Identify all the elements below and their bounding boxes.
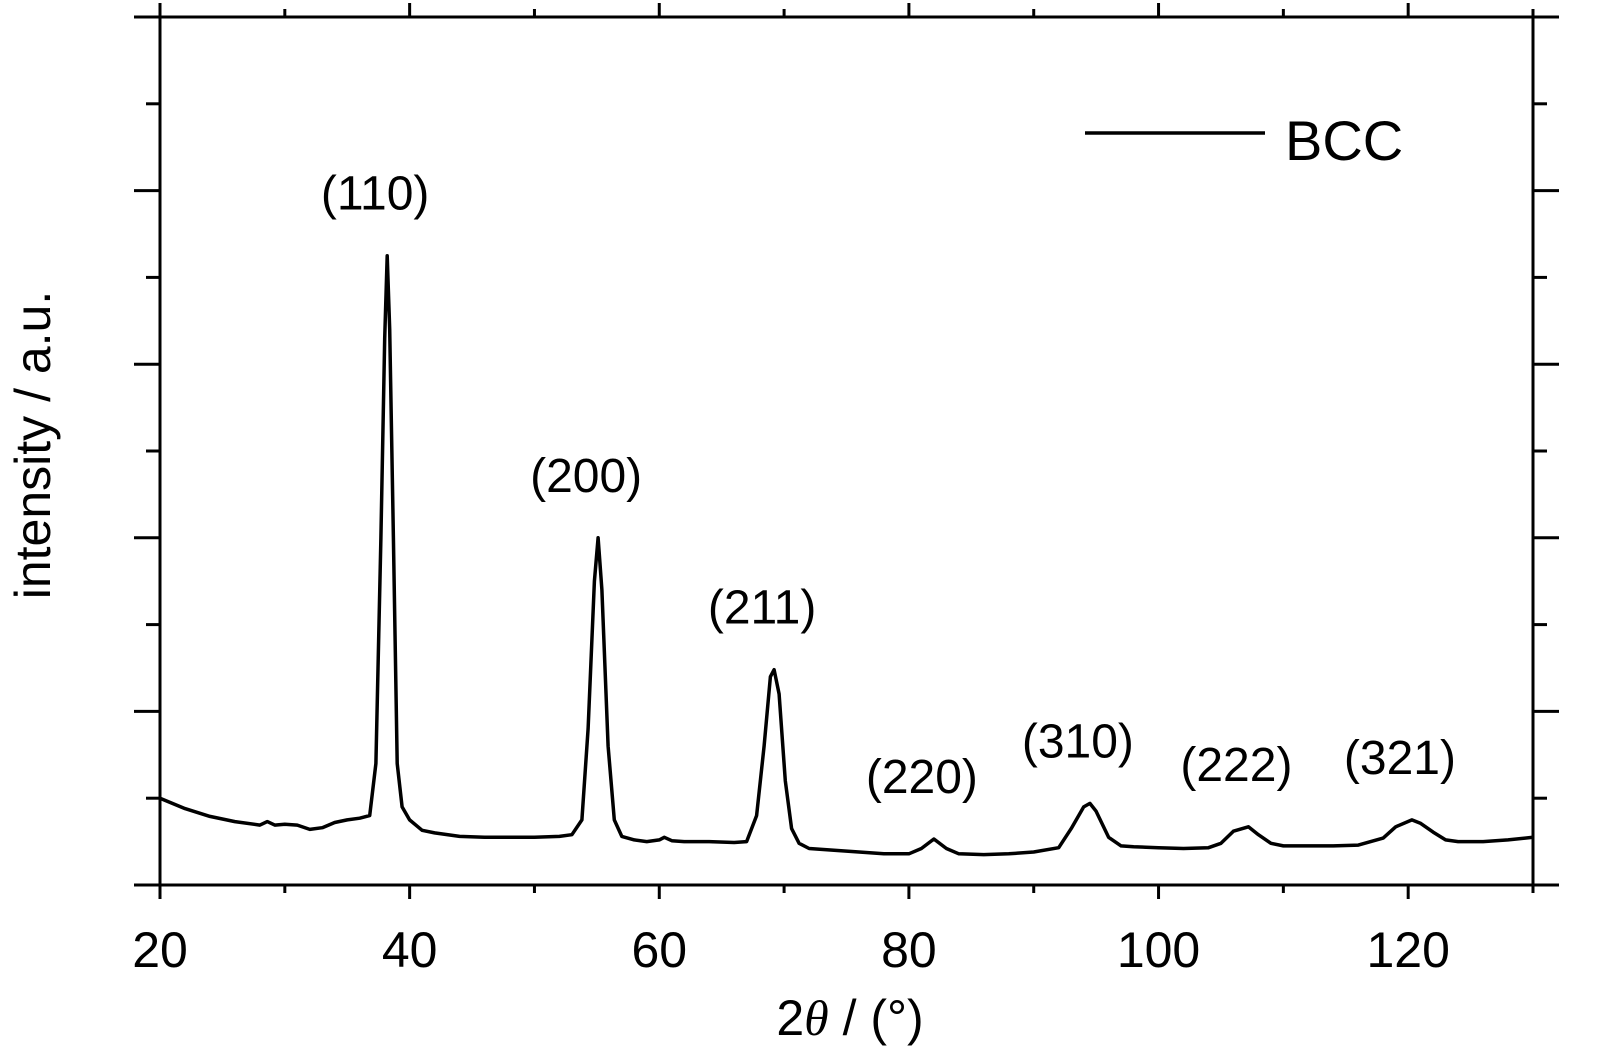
- peak-label: (110): [321, 168, 430, 221]
- peak-label: (222): [1180, 739, 1292, 792]
- legend-label-bcc: BCC: [1285, 109, 1403, 172]
- x-tick-label: 60: [631, 922, 687, 978]
- x-tick-label: 120: [1366, 922, 1449, 978]
- peak-label: (211): [708, 582, 817, 635]
- peak-label: (310): [1022, 715, 1134, 768]
- plot-frame: [158, 15, 1535, 887]
- legend: BCC: [1085, 109, 1403, 172]
- x-axis-title: 2θ / (°): [776, 990, 923, 1046]
- x-tick-label: 100: [1117, 922, 1200, 978]
- series-line-bcc: [159, 253, 1534, 857]
- x-tick-labels: 20 40 60 80 100 120: [132, 922, 1450, 978]
- peak-label: (321): [1344, 732, 1456, 785]
- peak-label: (220): [866, 751, 978, 804]
- peak-label: (200): [530, 450, 642, 503]
- x-tick-label: 80: [881, 922, 937, 978]
- peak-labels: (110) (200) (211) (220) (310) (222) (321): [321, 168, 1456, 804]
- y-axis-title: intensity / a.u.: [5, 291, 61, 600]
- x-tick-label: 20: [132, 922, 188, 978]
- x-tick-label: 40: [382, 922, 438, 978]
